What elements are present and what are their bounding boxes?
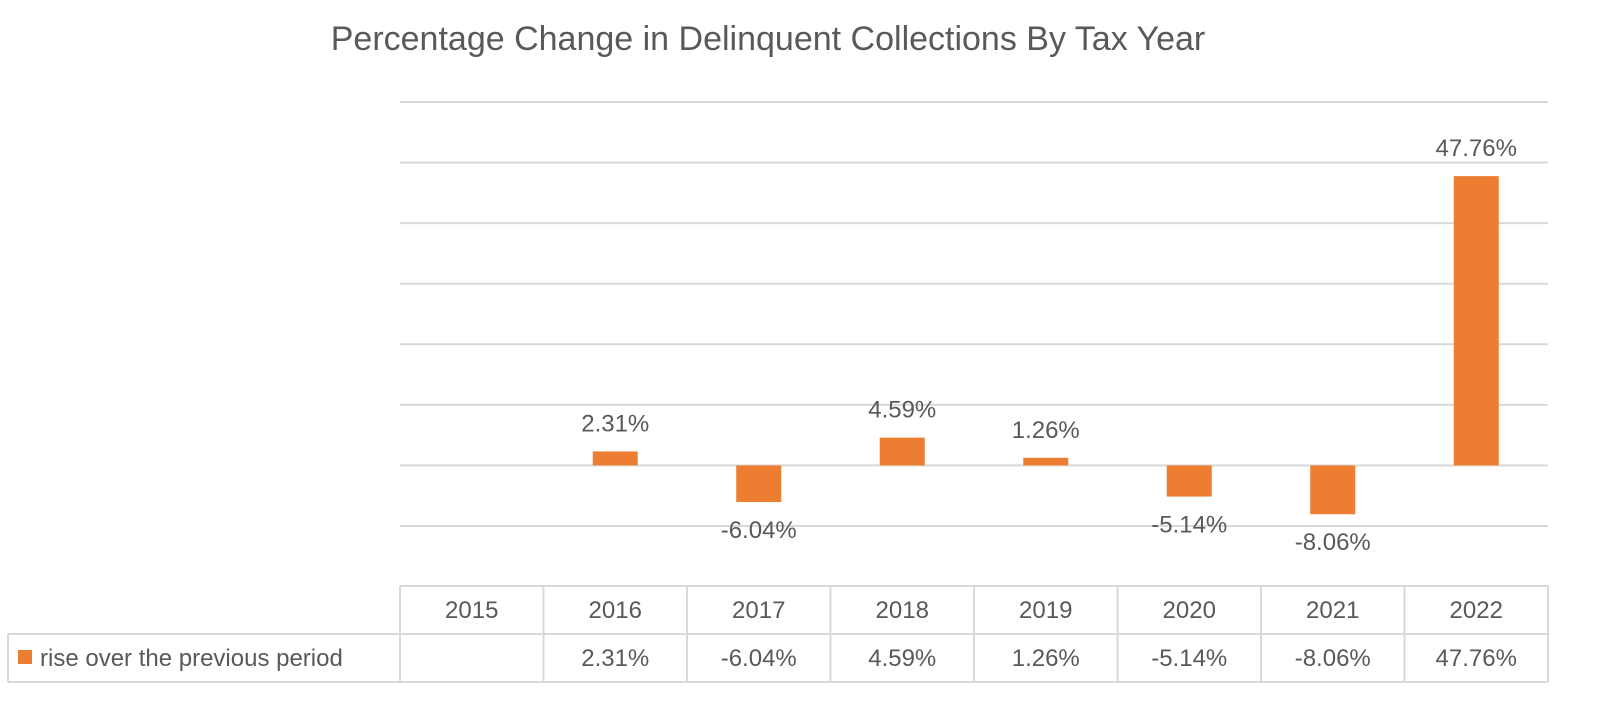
bar-2016	[592, 451, 638, 466]
table-header-2020: 2020	[1163, 597, 1216, 624]
table-header-2017: 2017	[732, 597, 785, 624]
table-cell-2022: 47.76%	[1436, 645, 1517, 672]
table-cell-2019: 1.26%	[1012, 645, 1080, 672]
table-header-2018: 2018	[876, 597, 929, 624]
bar-2019	[1023, 457, 1069, 466]
table-header-2015: 2015	[445, 597, 498, 624]
data-label-2019: 1.26%	[1012, 417, 1080, 444]
bar-2022	[1453, 176, 1499, 466]
data-label-2016: 2.31%	[581, 410, 649, 437]
data-label-2021: -8.06%	[1295, 529, 1371, 556]
bar-2018	[879, 437, 925, 466]
gridlines	[400, 101, 1548, 527]
data-label-2018: 4.59%	[868, 397, 936, 424]
data-label-2022: 47.76%	[1436, 135, 1517, 162]
data-label-2020: -5.14%	[1151, 512, 1227, 539]
bar-2021	[1310, 465, 1356, 515]
table-header-2016: 2016	[589, 597, 642, 624]
table-cell-2017: -6.04%	[721, 645, 797, 672]
table-cell-2020: -5.14%	[1151, 645, 1227, 672]
legend-series-name: rise over the previous period	[40, 645, 343, 672]
bar-2017	[736, 465, 782, 503]
table-cell-2018: 4.59%	[868, 645, 936, 672]
chart-title: Percentage Change in Delinquent Collecti…	[331, 20, 1206, 58]
data-label-2017: -6.04%	[721, 517, 797, 544]
table-header-2022: 2022	[1450, 597, 1503, 624]
table-header-2019: 2019	[1019, 597, 1072, 624]
data-table: 2015 2016 2017 2018 2019 2020 2021 2022 rise ove…	[7, 585, 1549, 683]
data-labels: 2.31% -6.04% 4.59% 1.26% -5.14% -8.06% 47.76%	[581, 135, 1517, 556]
table-cell-2016: 2.31%	[581, 645, 649, 672]
legend-key	[18, 650, 32, 664]
table-header-2021: 2021	[1306, 597, 1359, 624]
bar-2020	[1166, 465, 1212, 497]
bars	[592, 176, 1499, 515]
table-cell-2021: -8.06%	[1295, 645, 1371, 672]
